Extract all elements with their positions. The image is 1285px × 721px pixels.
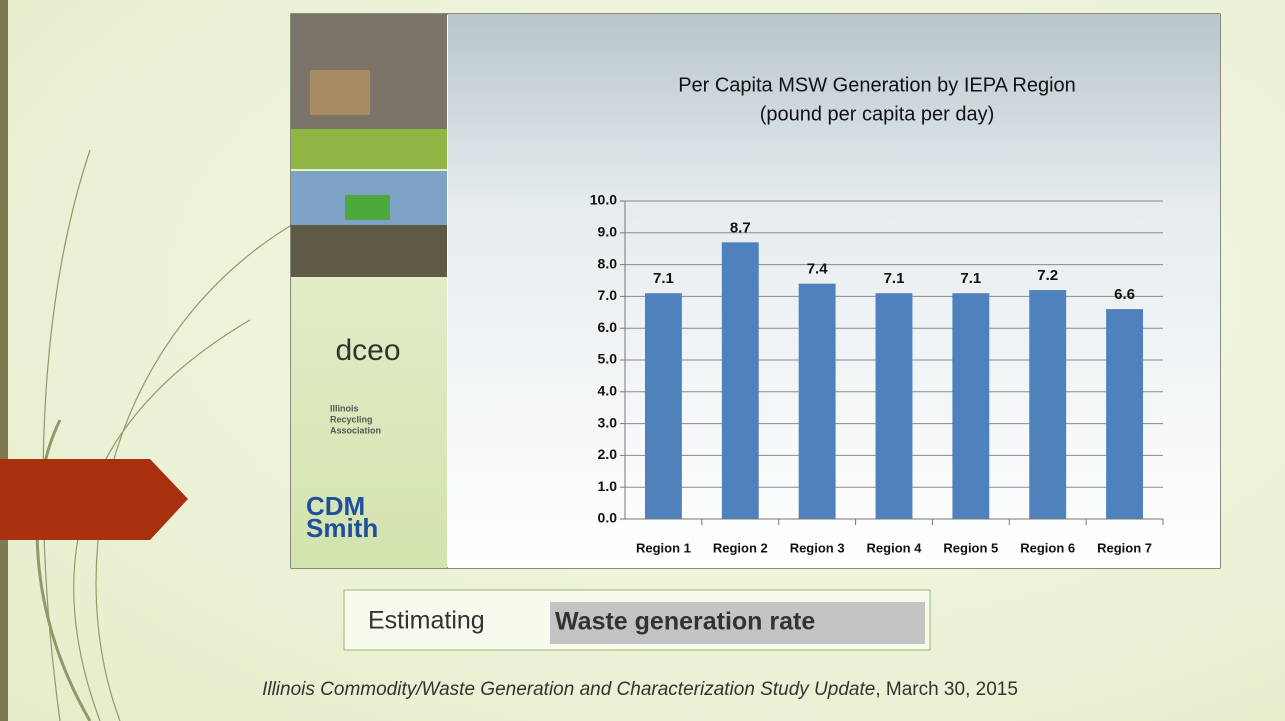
citation: Illinois Commodity/Waste Generation and … xyxy=(262,679,1018,700)
green-band xyxy=(291,129,447,169)
y-tick-label: 2.0 xyxy=(598,446,618,462)
y-tick-label: 9.0 xyxy=(598,224,618,240)
bar xyxy=(722,242,759,519)
logo-ira-line: Association xyxy=(330,425,381,435)
bar xyxy=(876,293,913,519)
citation-date: , March 30, 2015 xyxy=(875,679,1018,700)
slide: dceo Illinois Recycling Association CDM … xyxy=(0,0,1285,721)
x-tick-label: Region 2 xyxy=(713,540,768,555)
y-tick-label: 10.0 xyxy=(590,192,617,208)
x-tick-label: Region 1 xyxy=(636,540,691,555)
y-tick-label: 8.0 xyxy=(598,255,618,271)
bar xyxy=(645,293,682,519)
accent-arrow xyxy=(0,459,188,540)
y-tick-label: 1.0 xyxy=(598,478,618,494)
chart-subtitle: (pound per capita per day) xyxy=(760,103,995,125)
chart-title: Per Capita MSW Generation by IEPA Region xyxy=(678,74,1076,96)
y-tick-label: 3.0 xyxy=(598,414,618,430)
photo-boxes xyxy=(310,70,370,115)
bar xyxy=(952,293,989,519)
photo-dumpster xyxy=(345,195,390,220)
y-tick-label: 5.0 xyxy=(598,351,618,367)
logo-dceo: dceo xyxy=(335,334,400,367)
caption-prefix: Estimating xyxy=(368,607,485,635)
caption-highlight: Waste generation rate xyxy=(555,608,815,636)
value-label: 7.1 xyxy=(884,270,905,287)
value-label: 6.6 xyxy=(1114,286,1135,303)
value-label: 7.1 xyxy=(960,270,981,287)
x-tick-label: Region 4 xyxy=(867,540,923,555)
bar xyxy=(799,284,836,519)
value-label: 7.4 xyxy=(807,261,829,278)
citation-title: Illinois Commodity/Waste Generation and … xyxy=(262,679,875,700)
left-strip xyxy=(0,0,8,721)
logo-cdm: Smith xyxy=(306,513,378,543)
value-label: 8.7 xyxy=(730,219,751,236)
logo-ira-line: Illinois xyxy=(330,403,359,413)
y-tick-label: 7.0 xyxy=(598,287,618,303)
y-tick-label: 0.0 xyxy=(598,510,618,526)
x-tick-label: Region 7 xyxy=(1097,540,1152,555)
bar xyxy=(1029,290,1066,519)
x-tick-label: Region 6 xyxy=(1020,540,1075,555)
x-tick-label: Region 5 xyxy=(943,540,998,555)
page: {"chart_data": {"type": "bar", "title": … xyxy=(0,0,1285,721)
photo-ground xyxy=(291,225,447,277)
y-tick-label: 4.0 xyxy=(598,383,618,399)
value-label: 7.1 xyxy=(653,270,674,287)
y-tick-label: 6.0 xyxy=(598,319,618,335)
value-label: 7.2 xyxy=(1037,267,1058,284)
x-tick-label: Region 3 xyxy=(790,540,845,555)
bar xyxy=(1106,309,1143,519)
logo-ira-line: Recycling xyxy=(330,414,373,424)
